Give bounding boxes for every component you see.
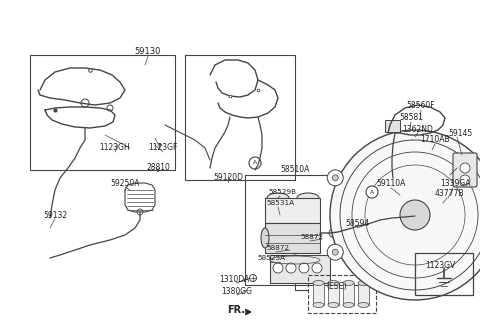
Circle shape xyxy=(327,170,343,186)
Circle shape xyxy=(366,186,378,198)
Text: 58525A: 58525A xyxy=(258,255,286,261)
Circle shape xyxy=(137,209,143,215)
Text: 1123GH: 1123GH xyxy=(100,144,131,153)
Text: 58531A: 58531A xyxy=(267,200,295,206)
Text: 1123GF: 1123GF xyxy=(148,144,178,153)
Text: 1710AB: 1710AB xyxy=(420,135,450,145)
Circle shape xyxy=(332,175,338,181)
Text: 58529B: 58529B xyxy=(269,189,297,195)
Text: FR.: FR. xyxy=(227,305,245,315)
Circle shape xyxy=(250,275,256,281)
Ellipse shape xyxy=(328,280,339,285)
Text: 1362ND: 1362ND xyxy=(403,125,433,133)
Text: 28810: 28810 xyxy=(146,162,170,172)
Ellipse shape xyxy=(313,302,324,308)
Circle shape xyxy=(400,200,430,230)
Bar xyxy=(328,283,339,305)
Text: 43777B: 43777B xyxy=(434,190,464,198)
Text: A: A xyxy=(253,160,257,166)
Ellipse shape xyxy=(343,280,354,285)
Text: 1310DA: 1310DA xyxy=(219,275,249,283)
FancyBboxPatch shape xyxy=(453,153,477,187)
Text: 59132: 59132 xyxy=(43,211,67,219)
Text: 1339GA: 1339GA xyxy=(440,179,470,189)
Circle shape xyxy=(81,99,89,107)
Circle shape xyxy=(312,263,322,273)
Bar xyxy=(265,198,320,223)
Text: 59250A: 59250A xyxy=(110,178,140,188)
Bar xyxy=(185,55,295,180)
Text: 1123GV: 1123GV xyxy=(425,260,455,270)
Ellipse shape xyxy=(343,302,354,308)
Circle shape xyxy=(249,157,261,169)
Text: 58560F: 58560F xyxy=(407,101,435,111)
Ellipse shape xyxy=(358,302,369,308)
Circle shape xyxy=(286,263,296,273)
Circle shape xyxy=(107,105,113,111)
Circle shape xyxy=(299,263,309,273)
Text: 59130: 59130 xyxy=(135,48,161,56)
Bar xyxy=(30,55,175,170)
Bar xyxy=(415,253,473,295)
Circle shape xyxy=(327,244,343,260)
Text: 59145: 59145 xyxy=(448,129,472,137)
Text: 58510A: 58510A xyxy=(280,166,310,174)
Ellipse shape xyxy=(297,193,319,203)
Text: A: A xyxy=(370,190,374,195)
Bar xyxy=(385,120,400,132)
Text: 58872: 58872 xyxy=(266,245,289,251)
Ellipse shape xyxy=(261,228,269,248)
Bar xyxy=(308,275,376,313)
Bar xyxy=(313,283,324,305)
Text: 59110A: 59110A xyxy=(376,179,406,189)
Text: 58872: 58872 xyxy=(300,234,324,240)
Bar xyxy=(245,175,365,285)
Bar xyxy=(343,283,354,305)
Text: (ESC): (ESC) xyxy=(326,281,348,291)
Text: 59120D: 59120D xyxy=(213,174,243,182)
Ellipse shape xyxy=(313,280,324,285)
Text: 58581: 58581 xyxy=(399,113,423,122)
Circle shape xyxy=(329,229,337,237)
Ellipse shape xyxy=(267,193,289,203)
Circle shape xyxy=(330,130,480,300)
Circle shape xyxy=(290,255,300,265)
Bar xyxy=(358,283,369,305)
Circle shape xyxy=(460,175,470,185)
Circle shape xyxy=(332,249,338,255)
Text: 1380GG: 1380GG xyxy=(221,286,252,296)
Ellipse shape xyxy=(358,280,369,285)
Bar xyxy=(265,223,320,253)
Circle shape xyxy=(273,263,283,273)
Text: 58594: 58594 xyxy=(345,219,369,229)
Circle shape xyxy=(460,163,470,173)
Bar xyxy=(270,255,330,283)
Circle shape xyxy=(341,227,349,235)
Ellipse shape xyxy=(328,302,339,308)
